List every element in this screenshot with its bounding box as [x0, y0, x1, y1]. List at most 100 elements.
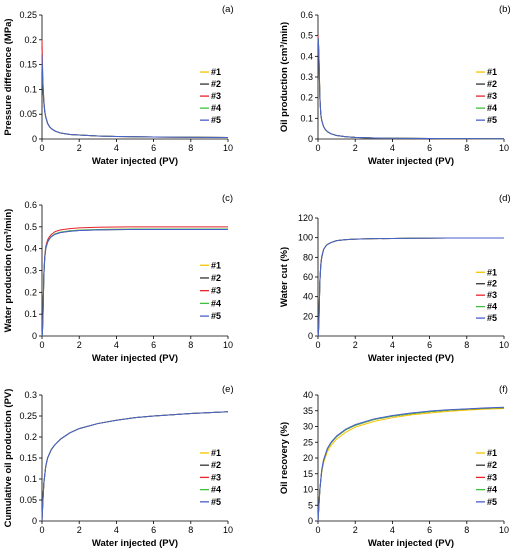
legend-label: #2	[487, 79, 497, 89]
y-tick-label: 0	[308, 516, 313, 526]
series-line-2	[317, 237, 504, 337]
x-tick-label: 10	[223, 340, 233, 350]
y-tick-label: 80	[303, 252, 313, 262]
x-tick-label: 2	[353, 525, 358, 535]
series-line-1	[41, 411, 229, 522]
x-tick-label: 4	[390, 143, 395, 153]
y-tick-label: 0	[32, 134, 37, 144]
y-tick-label: 0.2	[24, 432, 37, 442]
series-line-4	[317, 37, 505, 140]
y-tick-label: 0.5	[24, 222, 37, 232]
y-tick-label: 0.05	[19, 109, 37, 119]
series-line-3	[41, 411, 229, 522]
series-line-4	[41, 59, 229, 138]
x-tick-label: 0	[315, 340, 320, 350]
legend-label: #4	[211, 103, 221, 113]
y-tick-label: 0.3	[24, 390, 37, 400]
series-line-1	[317, 237, 504, 337]
panel-label: (c)	[222, 193, 233, 204]
y-tick-label: 35	[303, 406, 313, 416]
legend-label: #5	[487, 313, 497, 323]
x-tick-label: 8	[464, 143, 469, 153]
legend-label: #5	[211, 115, 221, 125]
x-tick-label: 2	[353, 143, 358, 153]
y-tick-label: 0.2	[24, 287, 37, 297]
legend-label: #2	[487, 279, 497, 289]
y-axis-title: Oil production (cm³/min)	[279, 22, 290, 132]
chart-panel-3: 0 2 4 6 8 10 0 0.1 0.2 0.3 0.4 0.5 0.6 Water injected…	[3, 193, 233, 364]
y-tick-label: 0.3	[24, 266, 37, 276]
x-axis-title: Water injected (PV)	[92, 538, 178, 549]
x-tick-label: 8	[188, 340, 193, 350]
series-line-3	[41, 226, 228, 337]
legend-label: #1	[487, 67, 497, 77]
legend-label: #4	[487, 485, 497, 495]
x-axis-title: Water injected (PV)	[92, 156, 178, 167]
y-tick-label: 0	[32, 331, 37, 341]
y-tick-label: 0.1	[24, 309, 37, 319]
series-line-4	[41, 228, 228, 337]
y-axis-title: Pressure difference (MPa)	[3, 18, 14, 135]
series-line-2	[41, 64, 229, 138]
x-tick-label: 4	[390, 525, 395, 535]
legend: #1#2#3#4#5	[476, 267, 497, 323]
legend-label: #1	[487, 267, 497, 277]
x-tick-label: 2	[353, 340, 358, 350]
x-tick-label: 8	[188, 525, 193, 535]
chart-panel-5: 0 2 4 6 8 10 0 0.05 0.1 0.15 0.2 0.25 0.3 Water injec…	[3, 384, 234, 549]
legend: #1#2#3#4#5	[476, 67, 497, 125]
y-tick-label: 0.25	[19, 10, 37, 20]
x-tick-label: 0	[39, 143, 44, 153]
y-tick-label: 0.4	[24, 244, 37, 254]
y-tick-label: 25	[303, 437, 313, 447]
y-tick-label: 0.2	[24, 35, 37, 45]
x-axis-title: Water injected (PV)	[368, 353, 454, 364]
y-axis-title: Cumulative oil production (PV)	[3, 389, 14, 528]
y-tick-label: 40	[303, 292, 313, 302]
x-tick-label: 0	[39, 525, 44, 535]
series-line-4	[41, 411, 229, 522]
series-line-3	[317, 35, 505, 140]
legend-label: #1	[487, 448, 497, 458]
y-tick-label: 0	[308, 134, 313, 144]
y-tick-label: 0.6	[300, 10, 313, 20]
legend-label: #5	[487, 115, 497, 125]
y-tick-label: 30	[303, 422, 313, 432]
series-line-4	[317, 407, 505, 522]
y-tick-label: 5	[308, 500, 313, 510]
x-tick-label: 10	[499, 340, 509, 350]
legend-label: #3	[211, 472, 221, 482]
y-tick-label: 0.1	[24, 84, 37, 94]
series-line-2	[317, 37, 505, 140]
y-tick-label: 0.4	[300, 51, 313, 61]
series-line-3	[317, 407, 505, 522]
series-line-1	[41, 49, 229, 138]
x-tick-label: 8	[188, 143, 193, 153]
series-line-1	[317, 37, 505, 140]
x-tick-label: 6	[427, 143, 432, 153]
series-line-5	[317, 37, 505, 140]
chart-panel-1: 0 2 4 6 8 10 0 0.05 0.1 0.15 0.2 0.25 Water injected…	[3, 4, 234, 167]
y-tick-label: 0.25	[19, 411, 37, 421]
legend-label: #3	[487, 472, 497, 482]
legend-label: #1	[211, 260, 221, 270]
y-axis-title: Water cut (%)	[279, 247, 290, 307]
y-tick-label: 0.1	[300, 113, 313, 123]
x-tick-label: 4	[114, 340, 119, 350]
panel-label: (b)	[499, 4, 511, 15]
x-tick-label: 10	[499, 525, 509, 535]
series-line-5	[41, 54, 229, 138]
legend: #1#2#3#4#5	[200, 260, 221, 321]
chart-panel-6: 0 2 4 6 8 10 0 5 10 15 20 25 30 35 40 Water injected (P…	[279, 384, 509, 549]
x-tick-label: 0	[39, 340, 44, 350]
y-tick-label: 20	[303, 453, 313, 463]
series-line-3	[317, 237, 504, 337]
y-tick-label: 120	[298, 213, 313, 223]
x-tick-label: 6	[151, 143, 156, 153]
x-axis-title: Water injected (PV)	[92, 353, 178, 364]
legend-label: #3	[211, 286, 221, 296]
legend-label: #4	[487, 302, 497, 312]
legend-label: #2	[211, 460, 221, 470]
